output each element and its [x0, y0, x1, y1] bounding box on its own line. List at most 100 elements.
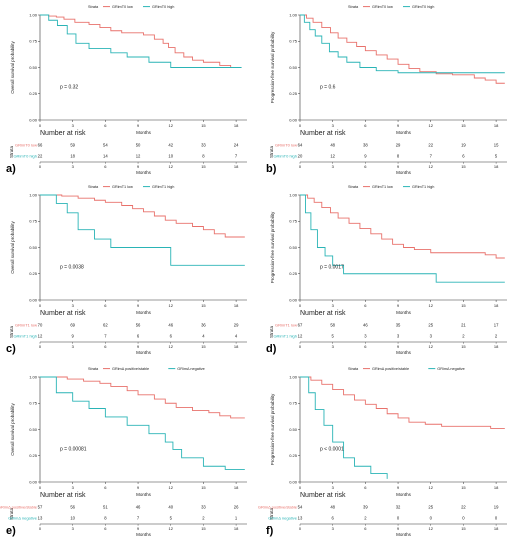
risk-value: 6 [170, 334, 173, 339]
risk-value: 0 [397, 516, 400, 521]
risk-x-tick-label: 18 [234, 164, 239, 169]
risk-value: 64 [298, 143, 303, 148]
risk-x-tick-label: 12 [429, 526, 434, 531]
risk-value: 4 [202, 334, 205, 339]
risk-value: 2 [495, 334, 498, 339]
p-value: p < 0.0001 [320, 447, 344, 453]
x-tick-label: 18 [494, 123, 499, 128]
risk-value: 6 [332, 516, 335, 521]
y-tick-label: 0.00 [29, 479, 38, 484]
risk-value: 22 [38, 154, 43, 159]
risk-table-title: Number at risk [40, 310, 86, 317]
risk-value: 46 [168, 323, 173, 328]
legend-entry: GRimT0 low [372, 5, 393, 9]
risk-x-tick-label: 3 [72, 164, 75, 169]
risk-x-tick-label: 6 [364, 526, 367, 531]
risk-value: 7 [430, 154, 433, 159]
risk-x-axis-label: Months [396, 532, 412, 537]
y-tick-label: 1.00 [29, 192, 38, 197]
y-tick-label: 0.25 [29, 91, 38, 96]
series-line-high [300, 376, 388, 479]
risk-value: 0 [495, 516, 498, 521]
risk-value: 9 [364, 154, 367, 159]
risk-x-tick-label: 3 [332, 344, 335, 349]
x-tick-label: 0 [39, 123, 42, 128]
x-axis-label: Months [136, 492, 152, 497]
y-tick-label: 0.50 [289, 245, 298, 250]
y-tick-label: 0.25 [289, 453, 298, 458]
risk-table-strata-label: Strata [269, 146, 274, 159]
risk-table-title: Number at risk [300, 130, 346, 137]
p-value: p = 0.32 [60, 85, 78, 91]
risk-value: 29 [234, 323, 239, 328]
risk-value: 8 [397, 154, 400, 159]
risk-row-label: GRimT1 low [15, 322, 37, 327]
risk-value: 42 [168, 143, 173, 148]
x-tick-label: 12 [429, 303, 434, 308]
risk-table-title: Number at risk [300, 310, 346, 317]
risk-x-tick-label: 15 [461, 344, 466, 349]
risk-table-title: Number at risk [300, 492, 346, 499]
risk-value: 56 [136, 323, 141, 328]
series-line-low [300, 14, 505, 84]
p-value: p = 0.00081 [60, 447, 87, 453]
risk-value: 56 [70, 505, 75, 510]
y-tick-label: 0.75 [289, 39, 298, 44]
risk-value: 21 [461, 323, 466, 328]
risk-x-tick-label: 12 [429, 164, 434, 169]
risk-x-tick-label: 9 [397, 344, 400, 349]
x-tick-label: 0 [39, 485, 42, 490]
risk-x-tick-label: 6 [104, 164, 107, 169]
risk-value: 19 [494, 505, 499, 510]
y-tick-label: 0.00 [289, 479, 298, 484]
risk-x-tick-label: 18 [494, 344, 499, 349]
legend-entry: GRimΔ positive/stable [112, 367, 149, 371]
risk-value: 39 [363, 505, 368, 510]
risk-x-axis-label: Months [136, 532, 152, 537]
risk-value: 36 [201, 323, 206, 328]
risk-table-strata-label: Strata [269, 326, 274, 339]
x-tick-label: 3 [332, 123, 335, 128]
risk-value: 40 [168, 505, 173, 510]
risk-x-tick-label: 9 [397, 164, 400, 169]
legend: Strata GRimT0 low GRimT0 high [348, 5, 434, 9]
x-tick-label: 15 [461, 485, 466, 490]
y-axis-label: Progression-free survival probability [270, 393, 275, 465]
series-line-high [300, 194, 505, 283]
risk-value: 46 [363, 323, 368, 328]
risk-row-label: GRimT0 high [13, 153, 37, 158]
risk-value: 3 [397, 334, 400, 339]
y-tick-label: 1.00 [29, 374, 38, 379]
x-axis-label: Months [136, 130, 152, 135]
legend-title: Strata [348, 5, 359, 9]
risk-table-strata-label: Strata [9, 326, 14, 339]
legend: Strata GRimT1 low GRimT1 high [88, 185, 174, 189]
x-tick-label: 0 [299, 123, 302, 128]
risk-value: 29 [396, 143, 401, 148]
legend: Strata GRimΔ positive/stable GRimΔ negativ… [348, 367, 465, 371]
legend-entry: GRimT0 high [152, 5, 174, 9]
risk-x-tick-label: 18 [494, 526, 499, 531]
x-tick-label: 18 [494, 303, 499, 308]
y-axis-label: Overall survival probability [10, 40, 15, 93]
x-tick-label: 0 [39, 303, 42, 308]
risk-x-axis-label: Months [396, 170, 412, 175]
y-axis-label: Overall survival probability [10, 220, 15, 273]
risk-x-tick-label: 3 [332, 164, 335, 169]
risk-x-tick-label: 3 [72, 344, 75, 349]
risk-x-tick-label: 15 [201, 344, 206, 349]
series-line-high [300, 14, 505, 74]
y-tick-label: 1.00 [29, 12, 38, 17]
risk-value: 12 [38, 334, 43, 339]
risk-x-tick-label: 18 [494, 164, 499, 169]
risk-value: 22 [461, 505, 466, 510]
risk-x-tick-label: 12 [169, 164, 174, 169]
risk-value: 3 [364, 334, 367, 339]
legend-entry: GRimT1 high [152, 185, 174, 189]
risk-x-tick-label: 12 [169, 526, 174, 531]
risk-row-label: GRimΔ negative [268, 515, 298, 520]
legend-entry: GRimT1 low [112, 185, 133, 189]
risk-value: 9 [72, 334, 75, 339]
y-tick-label: 0.00 [29, 297, 38, 302]
